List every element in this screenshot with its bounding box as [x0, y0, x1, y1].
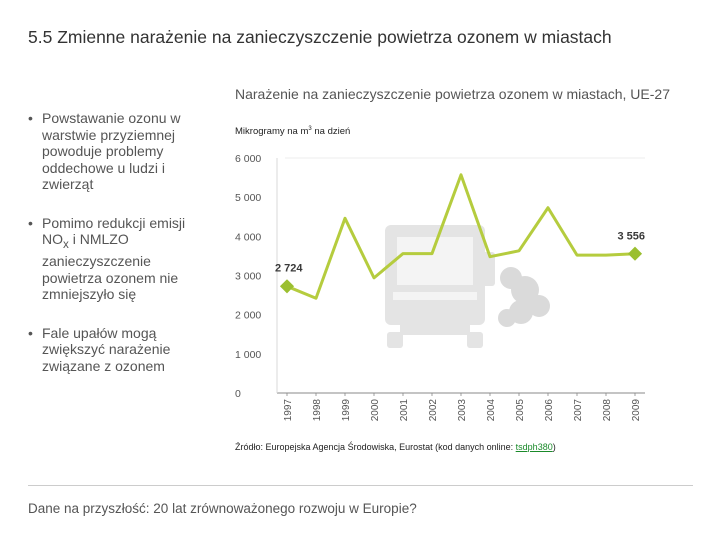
x-tick-label: 1997 — [283, 399, 294, 422]
smoke-cloud — [528, 295, 550, 317]
bullet-text: Fale upałów mogą zwiększyć narażenie zwi… — [42, 324, 171, 374]
bullet-item: • Powstawanie ozonu w warstwie przyziemn… — [28, 110, 213, 193]
source-text: ) — [552, 442, 556, 452]
truck-wheel — [387, 332, 403, 348]
bullet-list: • Powstawanie ozonu w warstwie przyziemn… — [28, 110, 213, 396]
y-tick-label: 6 000 — [235, 153, 261, 165]
x-tick-label: 1998 — [312, 399, 323, 422]
truck-bumper — [400, 325, 470, 335]
x-tick-label: 2002 — [428, 399, 439, 422]
x-tick-label: 2000 — [370, 399, 381, 422]
bullet-dot: • — [28, 110, 33, 126]
source-text: Źródło: Europejska Agencja Środowiska, E… — [235, 442, 516, 452]
x-tick-label: 2003 — [457, 399, 468, 422]
bullet-text: i NMLZO zanieczyszczenie powietrza ozone… — [42, 231, 179, 303]
truck-grille — [393, 292, 477, 300]
truck-exhaust-pipe — [481, 252, 495, 286]
x-tick-label: 1999 — [341, 399, 352, 422]
bullet-dot: • — [28, 214, 33, 231]
data-label: 3 556 — [617, 231, 645, 243]
x-axis-ticks: 1997 1998 1999 2000 2001 2002 2003 2004 2005 2006… — [283, 393, 642, 421]
ozone-series-line — [286, 173, 636, 300]
data-point-marker — [279, 279, 295, 294]
footer-divider — [28, 485, 693, 486]
x-tick-label: 2007 — [573, 399, 584, 422]
ozone-line-chart: 0 1 000 2 000 3 000 4 000 5 000 6 000 1997 1998… — [235, 153, 645, 421]
y-axis-ticks: 0 1 000 2 000 3 000 4 000 5 000 6 000 — [235, 153, 261, 400]
chart-unit: Mikrogramy na m3 na dzień — [235, 126, 350, 137]
smoke-cloud — [498, 309, 516, 327]
x-tick-label: 2001 — [399, 399, 410, 422]
x-tick-label: 2004 — [486, 399, 497, 422]
y-tick-label: 2 000 — [235, 310, 261, 322]
series-line — [286, 173, 636, 300]
unit-text: Mikrogramy na m — [235, 126, 309, 138]
x-tick-label: 2009 — [631, 399, 642, 422]
footer-text: Dane na przyszłość: 20 lat zrównoważoneg… — [28, 501, 417, 516]
chart-title: Narażenie na zanieczyszczenie powietrza … — [235, 86, 670, 102]
x-tick-label: 2006 — [544, 399, 555, 422]
bullet-item: • Pomimo redukcji emisji NOx i NMLZO zan… — [28, 215, 213, 303]
smoke-cloud — [511, 276, 539, 304]
truck-wheel — [467, 332, 483, 348]
y-tick-label: 5 000 — [235, 192, 261, 204]
y-tick-label: 1 000 — [235, 349, 261, 361]
bullet-subscript: x — [63, 237, 69, 251]
bullet-item: • Fale upałów mogą zwiększyć narażenie z… — [28, 325, 213, 375]
y-tick-label: 0 — [235, 388, 241, 400]
unit-text: na dzień — [311, 126, 351, 138]
bullet-dot: • — [28, 324, 33, 341]
y-tick-label: 3 000 — [235, 271, 261, 283]
data-point-marker — [627, 246, 643, 261]
bullet-text: Pomimo redukcji emisji NO — [42, 214, 186, 248]
data-labels: 2 724 3 556 — [275, 231, 645, 294]
slide-title: 5.5 Zmienne narażenie na zanieczyszczeni… — [28, 27, 612, 47]
data-label: 2 724 — [275, 262, 303, 274]
x-tick-label: 2005 — [515, 399, 526, 422]
bullet-text: Powstawanie ozonu w warstwie przyziemnej… — [42, 110, 181, 192]
y-tick-label: 4 000 — [235, 231, 261, 243]
x-tick-label: 2008 — [602, 399, 613, 422]
unit-superscript: 3 — [308, 126, 312, 132]
data-code-link[interactable]: tsdph380 — [515, 442, 553, 452]
source-note: Źródło: Europejska Agencja Środowiska, E… — [235, 442, 695, 452]
